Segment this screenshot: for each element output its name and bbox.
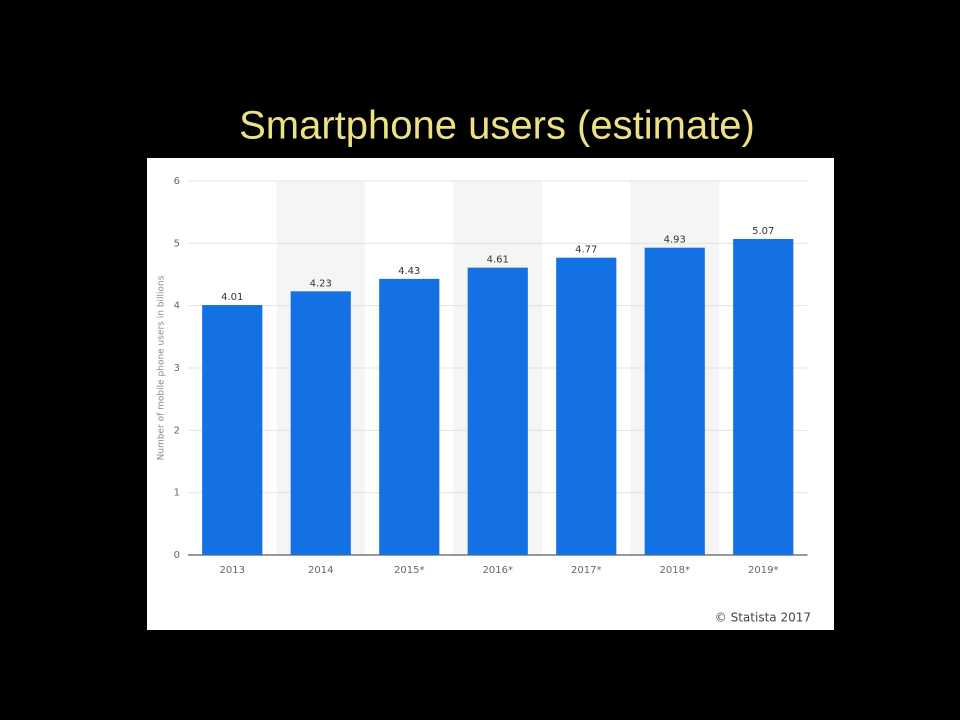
bar <box>290 291 351 555</box>
x-tick-label: 2014 <box>308 565 333 576</box>
bar <box>733 238 794 555</box>
y-tick-label: 2 <box>174 425 180 436</box>
value-label: 4.43 <box>398 266 420 277</box>
y-tick-label: 0 <box>174 550 180 561</box>
x-tick-label: 2013 <box>220 565 245 576</box>
x-tick-label: 2017* <box>571 565 601 576</box>
x-tick-label: 2016* <box>483 565 513 576</box>
value-label: 4.23 <box>310 278 332 289</box>
bar <box>644 247 705 556</box>
value-label: 4.93 <box>664 235 686 246</box>
value-label: 5.07 <box>752 226 774 237</box>
y-axis-label: Number of mobile phone users in billions <box>157 275 167 460</box>
y-tick-label: 5 <box>174 238 180 249</box>
value-label: 4.77 <box>575 245 597 256</box>
x-tick-label: 2019* <box>748 565 778 576</box>
source-credit: © Statista 2017 <box>715 611 811 625</box>
value-label: 4.61 <box>487 255 509 266</box>
y-tick-label: 4 <box>174 301 180 312</box>
bar <box>379 278 440 555</box>
bar <box>202 305 263 555</box>
y-tick-label: 6 <box>174 176 180 187</box>
y-tick-label: 3 <box>174 363 180 374</box>
bar <box>467 267 528 555</box>
x-tick-label: 2018* <box>660 565 690 576</box>
bar <box>556 257 617 555</box>
y-tick-label: 1 <box>174 488 180 499</box>
value-label: 4.01 <box>221 292 243 303</box>
x-tick-label: 2015* <box>394 565 424 576</box>
chart-title: Smartphone users (estimate) <box>239 104 755 148</box>
